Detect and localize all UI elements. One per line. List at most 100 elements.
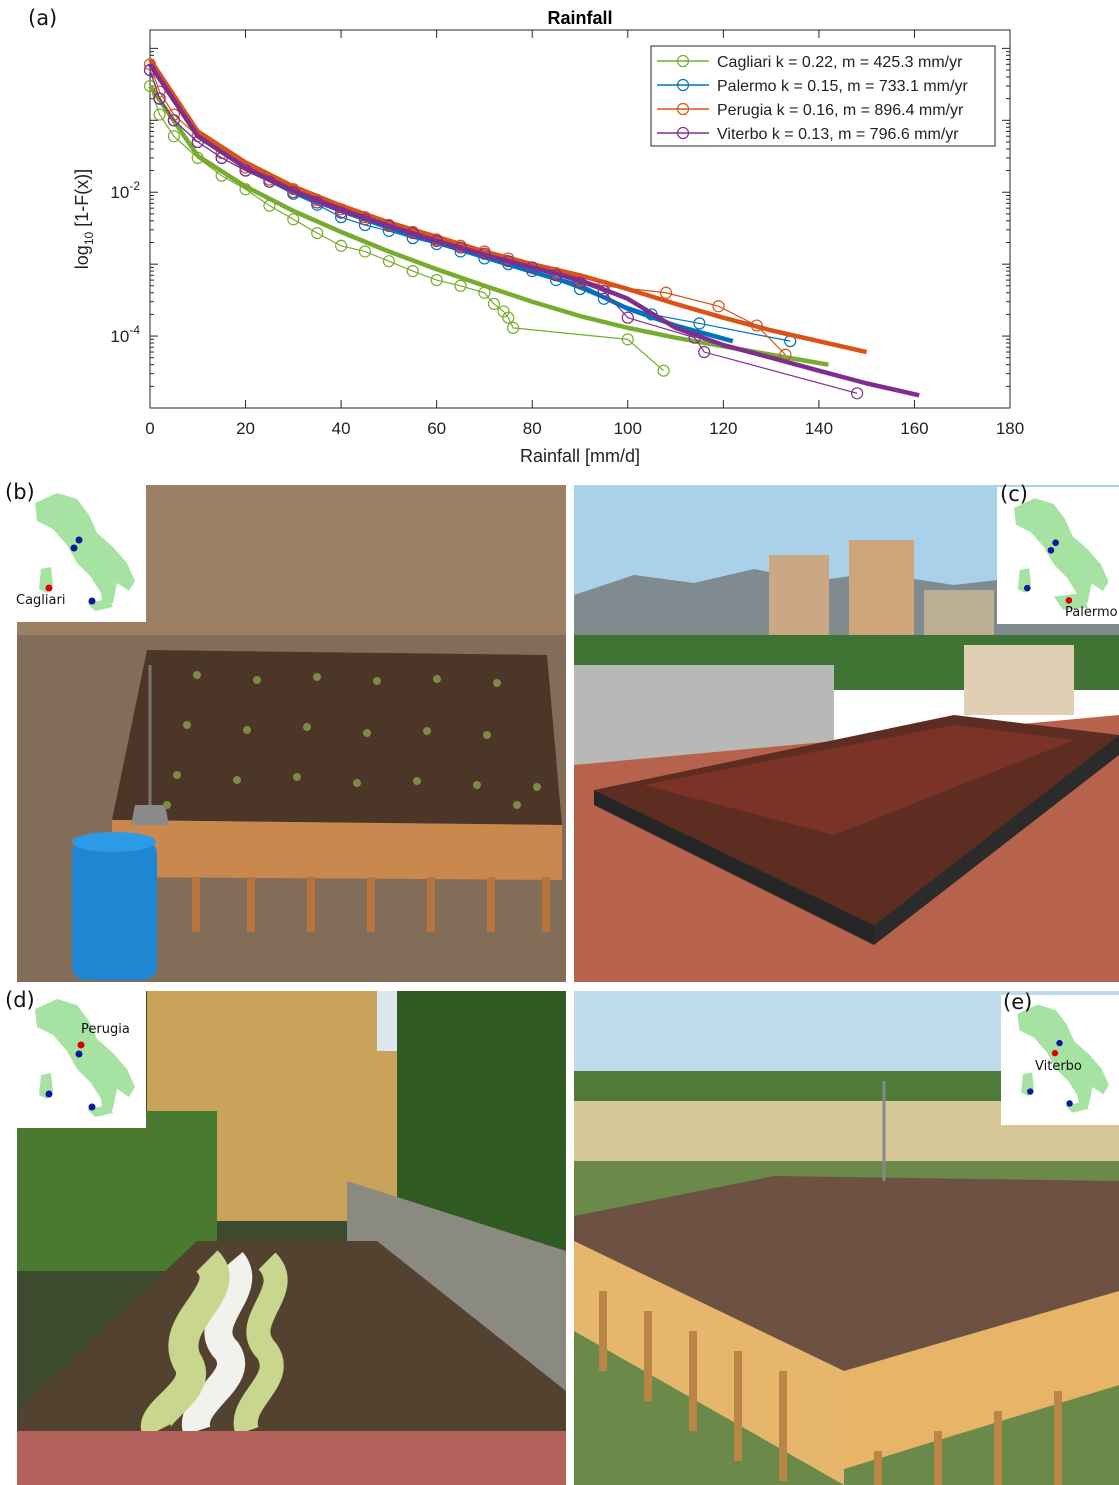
x-tick-label: 40	[332, 419, 351, 438]
x-tick-label: 160	[900, 419, 928, 438]
data-point	[693, 317, 706, 330]
data-point	[143, 63, 157, 77]
x-axis-label: Rainfall [mm/d]	[520, 446, 640, 466]
data-point	[167, 130, 180, 143]
data-point	[487, 297, 501, 311]
y-axis-label: log10 [1-F(x)]	[72, 169, 96, 269]
data-point	[688, 331, 701, 344]
data-point	[358, 245, 372, 258]
data-point	[335, 206, 348, 219]
data-point	[215, 169, 228, 182]
photo-perugia	[17, 991, 566, 1485]
data-point	[454, 241, 467, 254]
data-point	[406, 227, 419, 240]
data-point	[659, 286, 673, 299]
data-point	[358, 213, 372, 226]
inset-label-perugia: Perugia	[81, 1022, 130, 1037]
y-tick-label: 10-2	[110, 179, 140, 202]
data-point	[143, 58, 157, 71]
legend-swatch-marker	[676, 102, 690, 116]
data-point	[335, 239, 348, 252]
data-point	[478, 247, 491, 260]
series-3	[143, 63, 920, 400]
data-point	[239, 183, 252, 196]
x-tick-label: 20	[236, 419, 255, 438]
data-point	[430, 234, 443, 248]
data-point	[287, 186, 300, 199]
data-point	[263, 175, 276, 188]
data-point	[239, 164, 252, 177]
y-tick-label: 10-4	[110, 323, 140, 346]
data-point	[597, 292, 610, 305]
x-axis-ticks: 0 20 40 60 80 100 120 140 160 180	[145, 30, 1024, 438]
data-point	[478, 286, 491, 299]
data-point	[750, 319, 763, 332]
x-tick-label: 140	[805, 419, 833, 438]
data-point	[215, 151, 228, 164]
legend-entry: Viterbo k = 0.13, m = 796.6 mm/yr	[717, 126, 959, 143]
data-point	[287, 213, 300, 226]
data-point	[382, 255, 395, 268]
series-layer	[143, 58, 920, 400]
legend-swatch-marker	[676, 126, 690, 140]
data-point	[621, 311, 634, 324]
data-point	[263, 199, 276, 212]
data-point	[573, 282, 587, 296]
data-point	[573, 276, 587, 289]
data-point	[191, 151, 204, 164]
data-point	[526, 261, 539, 274]
empirical-line	[149, 85, 665, 372]
map-inset-viterbo: Viterbo	[1001, 995, 1119, 1125]
empirical-line	[149, 69, 858, 394]
data-point	[406, 265, 419, 278]
data-point	[311, 227, 324, 240]
legend-entry: Cagliari k = 0.22, m = 425.3 mm/yr	[717, 54, 963, 71]
data-point	[597, 285, 610, 298]
legend-entry: Palermo k = 0.15, m = 733.1 mm/yr	[717, 78, 968, 95]
legend-box	[650, 45, 996, 147]
data-point	[153, 108, 166, 121]
data-point	[311, 196, 324, 209]
data-point	[657, 364, 670, 377]
data-point	[191, 135, 204, 149]
x-tick-label: 0	[145, 419, 154, 438]
inset-label-cagliari: Cagliari	[16, 593, 66, 608]
legend-entry: Perugia k = 0.16, m = 896.4 mm/yr	[717, 102, 964, 119]
data-point	[502, 255, 515, 268]
panel-label-a: (a)	[28, 6, 58, 30]
x-tick-label: 80	[523, 419, 542, 438]
fit-line	[148, 84, 829, 367]
rainfall-chart: Rainfall Rainfall [mm/d] log10 [1-F(x)] …	[72, 8, 1024, 466]
legend-swatch-marker	[676, 54, 690, 68]
map-inset-palermo: Palermo	[997, 487, 1119, 624]
data-point	[430, 274, 443, 287]
y-axis-ticks: 10-2 10-4	[110, 47, 1010, 409]
x-tick-label: 180	[996, 419, 1024, 438]
data-point	[497, 305, 510, 318]
data-point	[454, 279, 467, 292]
x-tick-label: 120	[709, 419, 737, 438]
inset-label-viterbo: Viterbo	[1035, 1059, 1082, 1074]
panel-label-c: (c)	[1000, 482, 1028, 506]
map-inset-cagliari: Cagliari	[16, 485, 146, 622]
legend-swatch-marker	[676, 78, 690, 92]
inset-label-palermo: Palermo	[1065, 605, 1118, 620]
map-inset-perugia: Perugia	[17, 991, 146, 1128]
x-tick-label: 60	[427, 419, 446, 438]
legend: Cagliari k = 0.22, m = 425.3 mm/yr Palerm…	[650, 45, 996, 147]
data-point	[167, 114, 180, 127]
data-point	[698, 345, 711, 359]
data-point	[712, 300, 725, 313]
panel-label-e: (e)	[1003, 990, 1033, 1014]
chart-title: Rainfall	[547, 8, 612, 28]
data-point	[621, 333, 634, 346]
panel-label-d: (d)	[5, 988, 35, 1012]
series-0	[143, 79, 829, 377]
data-point	[550, 269, 563, 282]
data-point	[335, 211, 348, 224]
data-point	[502, 311, 515, 324]
data-point	[851, 387, 864, 400]
data-point	[382, 219, 395, 233]
x-tick-label: 100	[614, 419, 642, 438]
panel-label-b: (b)	[5, 480, 35, 504]
